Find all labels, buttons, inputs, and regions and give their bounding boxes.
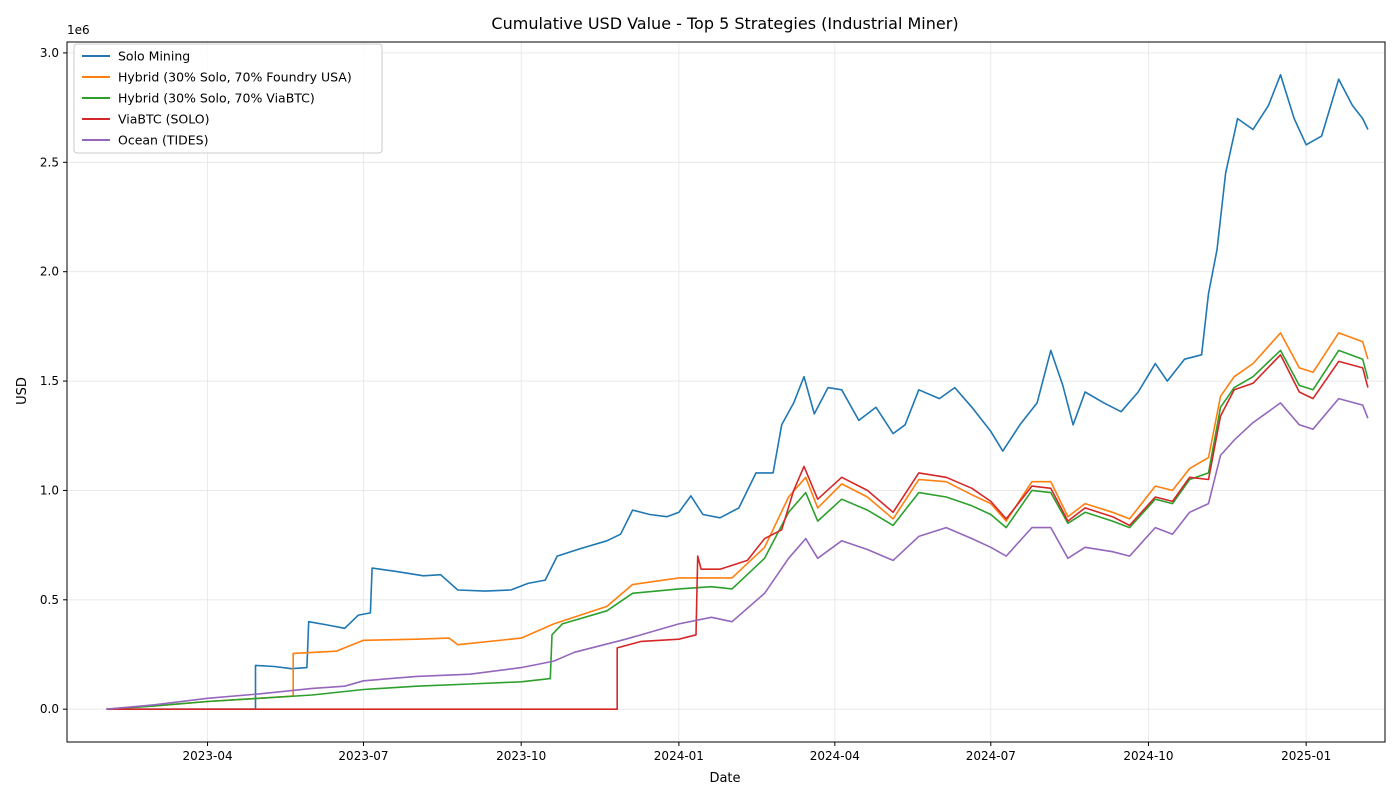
x-tick-label: 2024-10 xyxy=(1123,749,1173,763)
y-axis-offset-label: 1e6 xyxy=(67,23,90,37)
y-axis: 0.0 0.5 1.0 1.5 2.0 2.5 3.0 xyxy=(40,46,67,716)
grid xyxy=(67,42,1385,742)
y-tick-label: 1.0 xyxy=(40,483,59,497)
y-tick-label: 1.5 xyxy=(40,374,59,388)
y-tick-label: 0.0 xyxy=(40,702,59,716)
y-axis-label: USD xyxy=(15,377,30,405)
legend-entry: Solo Mining xyxy=(118,49,190,64)
series-line-1 xyxy=(106,332,1369,710)
x-tick-label: 2024-01 xyxy=(654,749,704,763)
legend: Solo Mining Hybrid (30% Solo, 70% Foundry… xyxy=(73,43,383,154)
y-tick-label: 2.0 xyxy=(40,265,59,279)
legend-entry: ViaBTC (SOLO) xyxy=(118,112,209,127)
y-tick-label: 2.5 xyxy=(40,155,59,169)
x-tick-label: 2024-04 xyxy=(810,749,860,763)
plot-frame xyxy=(66,41,1386,743)
legend-entry: Ocean (TIDES) xyxy=(118,133,209,148)
x-tick-label: 2023-10 xyxy=(496,749,546,763)
x-tick-label: 2023-04 xyxy=(182,749,232,763)
legend-frame xyxy=(73,43,383,154)
x-tick-label: 2025-01 xyxy=(1281,749,1331,763)
series-line-0 xyxy=(106,74,1369,710)
series-line-3 xyxy=(106,354,1369,710)
legend-entry: Hybrid (30% Solo, 70% Foundry USA) xyxy=(118,70,352,85)
series-lines xyxy=(106,74,1369,710)
series-line-2 xyxy=(106,349,1369,710)
chart-title: Cumulative USD Value - Top 5 Strategies … xyxy=(491,14,958,33)
x-tick-label: 2024-07 xyxy=(966,749,1016,763)
x-tick-label: 2023-07 xyxy=(338,749,388,763)
x-axis-label: Date xyxy=(709,771,740,786)
y-tick-label: 0.5 xyxy=(40,593,59,607)
series-line-4 xyxy=(106,397,1369,710)
x-axis: 2023-04 2023-07 2023-10 2024-01 2024-04 2024-… xyxy=(182,742,1331,763)
legend-entry: Hybrid (30% Solo, 70% ViaBTC) xyxy=(118,91,315,106)
y-tick-label: 3.0 xyxy=(40,46,59,60)
